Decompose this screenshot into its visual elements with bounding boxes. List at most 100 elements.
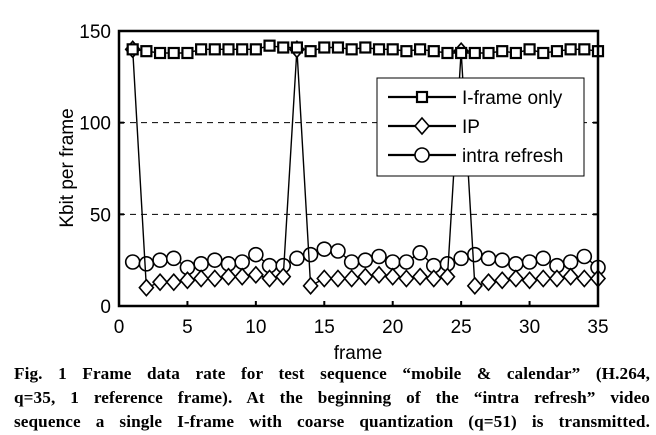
- data-point-square: [236, 43, 249, 56]
- data-point-square: [372, 43, 386, 56]
- data-point-square: [550, 45, 564, 58]
- data-point-diamond: [343, 269, 360, 288]
- data-point-diamond: [507, 269, 524, 288]
- data-point-diamond: [275, 267, 292, 286]
- series-i-frame-only: [126, 39, 605, 60]
- data-point-square: [318, 41, 331, 54]
- data-point-circle: [412, 245, 428, 261]
- data-point-square: [263, 39, 276, 52]
- data-point-circle: [576, 248, 593, 265]
- data-point-square: [140, 45, 153, 58]
- y-axis-label: Kbit per frame: [57, 108, 78, 227]
- data-point-square: [455, 46, 468, 60]
- x-tick-label: 25: [451, 317, 472, 338]
- data-point-square: [181, 46, 194, 60]
- data-point-diamond: [329, 269, 347, 288]
- data-point-square: [400, 45, 413, 58]
- data-point-diamond: [466, 276, 483, 296]
- data-point-circle: [302, 246, 319, 263]
- data-point-circle: [138, 256, 155, 272]
- data-point-circle: [521, 254, 538, 270]
- data-point-diamond: [234, 267, 251, 286]
- data-point-diamond: [357, 267, 374, 286]
- x-tick-label: 0: [114, 317, 125, 338]
- legend-label: intra refresh: [462, 146, 563, 167]
- data-point-square: [413, 43, 427, 56]
- data-point-square: [482, 46, 495, 60]
- legend-marker-circle: [414, 147, 430, 163]
- data-point-diamond: [193, 269, 210, 288]
- data-point-square: [277, 41, 290, 54]
- data-point-diamond: [535, 269, 552, 288]
- data-point-diamond: [247, 265, 264, 285]
- data-point-square: [345, 43, 358, 56]
- data-point-diamond: [562, 267, 579, 286]
- data-point-square: [386, 43, 399, 56]
- x-axis-label: frame: [334, 343, 383, 360]
- data-point-square: [331, 41, 345, 54]
- figure-caption: Fig. 1 Frame data rate for test sequence…: [14, 362, 650, 434]
- y-tick-label: 0: [100, 297, 111, 318]
- data-point-diamond: [302, 276, 319, 296]
- data-point-circle: [453, 250, 469, 267]
- axis-ticks: [118, 30, 599, 307]
- data-point-square: [290, 41, 304, 54]
- series-intra-refresh: [124, 241, 606, 276]
- data-point-square: [496, 45, 509, 58]
- data-point-square: [564, 43, 577, 56]
- data-point-circle: [371, 248, 387, 265]
- data-point-square: [208, 43, 221, 56]
- data-point-diamond: [576, 269, 593, 288]
- x-tick-label: 20: [382, 317, 403, 338]
- data-point-circle: [357, 252, 374, 268]
- plot-frame: [117, 29, 600, 308]
- data-point-square: [468, 46, 481, 60]
- data-point-square: [153, 46, 167, 60]
- data-point-circle: [165, 250, 182, 267]
- data-point-diamond: [412, 267, 429, 286]
- caption-line-3: sequence a single I-frame with coarse qu…: [14, 412, 650, 431]
- data-point-diamond: [138, 278, 155, 297]
- data-point-square: [578, 43, 591, 56]
- data-point-diamond: [494, 271, 511, 290]
- data-point-circle: [398, 254, 415, 270]
- data-point-circle: [193, 256, 209, 272]
- data-point-square: [195, 43, 208, 56]
- x-tick-label: 10: [245, 317, 266, 338]
- legend-label: I-frame only: [462, 88, 563, 109]
- data-point-circle: [124, 254, 141, 270]
- data-point-diamond: [206, 269, 223, 288]
- data-point-circle: [289, 250, 305, 267]
- data-point-diamond: [165, 272, 182, 292]
- data-point-circle: [316, 241, 333, 257]
- x-tick-label: 15: [314, 317, 335, 338]
- y-tick-label: 150: [79, 22, 111, 43]
- y-tick-labels: 0 50 100 150: [79, 22, 111, 318]
- data-point-circle: [343, 254, 360, 270]
- legend-item: IP: [388, 116, 480, 138]
- data-point-square: [537, 46, 550, 60]
- data-point-circle: [535, 250, 552, 267]
- legend-item: intra refresh: [388, 146, 563, 167]
- data-point-circle: [494, 252, 511, 268]
- data-point-square: [167, 46, 180, 60]
- data-point-square: [427, 45, 440, 58]
- data-point-square: [222, 43, 235, 56]
- x-tick-label: 35: [587, 317, 608, 338]
- legend-marker-diamond: [413, 116, 431, 136]
- data-point-diamond: [316, 269, 333, 288]
- data-point-square: [249, 43, 262, 56]
- data-point-circle: [248, 246, 264, 263]
- data-point-diamond: [179, 271, 196, 290]
- caption-line-1: Fig. 1 Frame data rate for test sequence…: [14, 364, 650, 383]
- data-point-diamond: [548, 269, 566, 288]
- line-chart: 0 5 10 15 20 25 30 35 0 50 100 150 frame Kbit per …: [57, 22, 609, 364]
- data-point-circle: [467, 246, 483, 263]
- data-point-circle: [330, 243, 346, 259]
- series-layer: [124, 39, 607, 297]
- data-point-diamond: [521, 271, 538, 290]
- data-point-diamond: [151, 272, 169, 292]
- data-point-square: [126, 43, 139, 56]
- data-point-square: [523, 43, 536, 56]
